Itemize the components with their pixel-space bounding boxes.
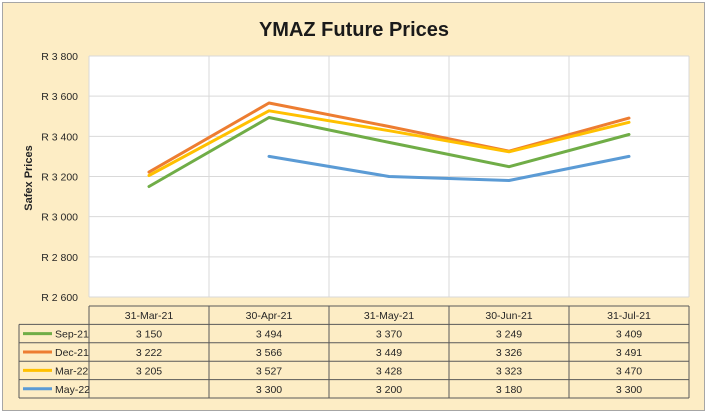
y-tick-label: R 2 800 (41, 252, 78, 264)
y-tick-label: R 3 000 (41, 212, 78, 224)
data-label: 3 150 (136, 329, 162, 341)
data-point (147, 185, 151, 188)
data-point (267, 101, 271, 105)
chart-svg: YMAZ Future Prices Safex Prices R 2 600R… (18, 19, 690, 399)
data-point (627, 121, 631, 124)
data-table: 31-Mar-21 30-Apr-21 31-May-21 30-Jun-21 31-J… (18, 305, 690, 399)
grid-layer (88, 55, 690, 298)
x-tick-label: 30-Apr-21 (246, 310, 293, 322)
data-point (147, 174, 151, 177)
y-tick-label: R 3 200 (41, 172, 78, 184)
data-point (627, 155, 631, 158)
data-point (387, 141, 391, 144)
x-tick-label: 31-May-21 (364, 310, 414, 322)
data-point (267, 116, 271, 119)
y-tick-label: R 3 800 (41, 51, 78, 63)
legend-label: Mar-22 (55, 365, 88, 377)
data-point (387, 129, 391, 132)
x-tick-label: 31-Mar-21 (125, 310, 174, 322)
data-label: 3 409 (616, 329, 642, 341)
data-label: 3 566 (256, 347, 282, 359)
x-tick-label: 31-Jul-21 (607, 310, 651, 322)
series-line-may-22 (267, 154, 631, 182)
data-point (147, 170, 151, 174)
data-label: 3 494 (256, 329, 282, 341)
data-point (387, 175, 391, 178)
data-label: 3 300 (256, 384, 282, 396)
data-label: 3 449 (376, 347, 402, 359)
data-label: 3 249 (496, 329, 522, 341)
data-label: 3 326 (496, 347, 522, 359)
series-layer (147, 101, 631, 188)
x-tick-label: 30-Jun-21 (485, 310, 532, 322)
legend-label: Dec-21 (55, 347, 89, 359)
data-label: 3 180 (496, 384, 522, 396)
data-point (267, 109, 271, 113)
data-label: 3 300 (616, 384, 642, 396)
y-tick-label: R 2 600 (41, 292, 78, 304)
data-label: 3 222 (136, 347, 162, 359)
y-tick-label: R 3 400 (41, 131, 78, 143)
data-label: 3 370 (376, 329, 402, 341)
data-point (627, 116, 631, 120)
chart-title: YMAZ Future Prices (259, 19, 449, 41)
data-label: 3 428 (376, 365, 402, 377)
legend-label: May-22 (55, 384, 90, 396)
data-point (507, 150, 511, 153)
y-axis-label: Safex Prices (23, 145, 35, 210)
data-point (267, 155, 271, 158)
y-tick-label: R 3 600 (41, 91, 78, 103)
data-point (387, 125, 391, 128)
data-label: 3 491 (616, 347, 642, 359)
data-label: 3 205 (136, 365, 162, 377)
legend-label: Sep-21 (55, 329, 89, 341)
chart-frame: YMAZ Future Prices Safex Prices R 2 600 R… (2, 2, 705, 411)
data-label: 3 323 (496, 365, 522, 377)
data-label: 3 200 (376, 384, 402, 396)
data-label: 3 470 (616, 365, 642, 377)
data-point (507, 179, 511, 182)
y-tick-labels: R 2 600 R 2 800 R 3 000 R 3 200 R 3 400 R 3 6… (41, 51, 78, 304)
data-point (627, 133, 631, 136)
data-point (507, 165, 511, 168)
data-label: 3 527 (256, 365, 282, 377)
